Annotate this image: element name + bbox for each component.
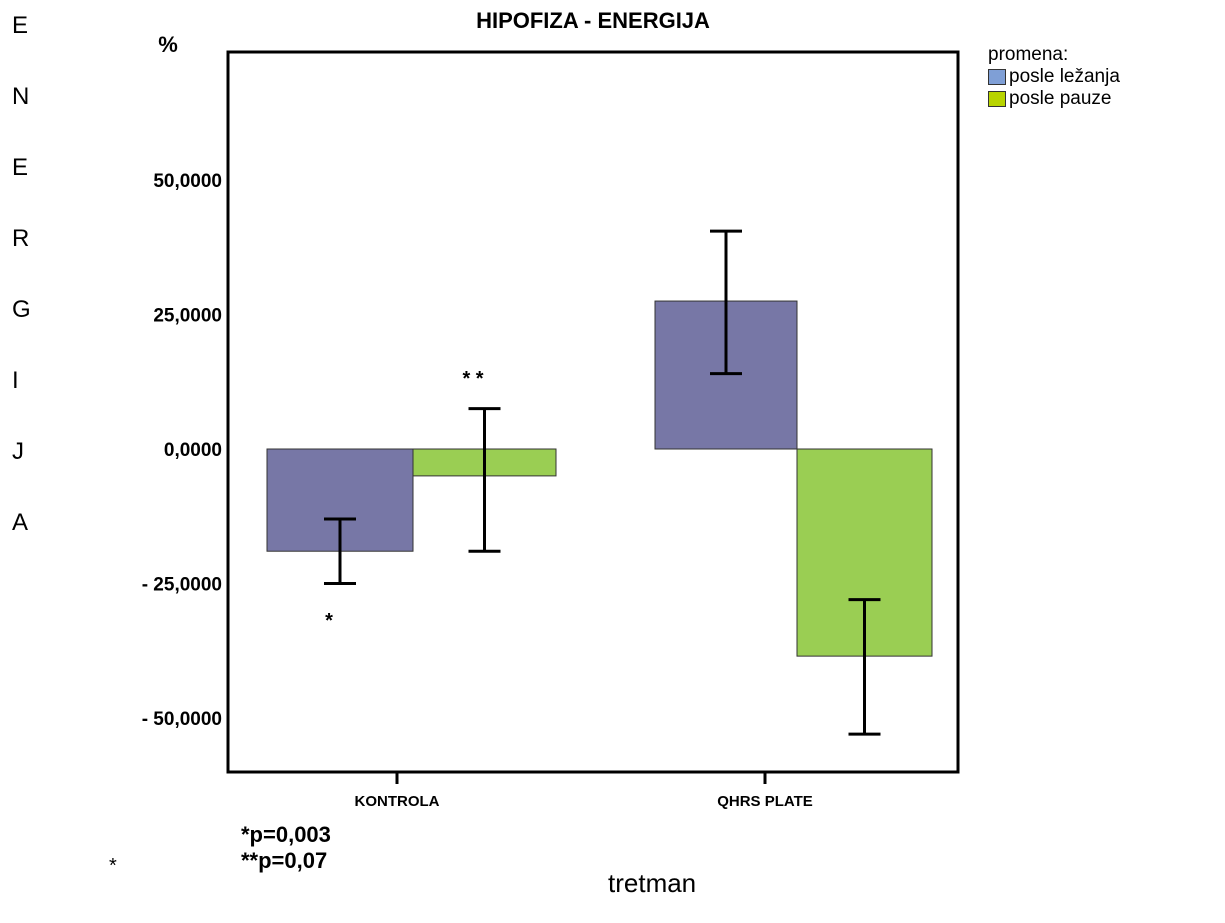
chart-title: HIPOFIZA - ENERGIJA — [476, 8, 710, 33]
y-tick-label: 0,0000 — [164, 440, 222, 461]
star-annotation: * — [109, 855, 117, 877]
y-axis-title-letter: J — [12, 438, 24, 465]
y-tick-label: 50,0000 — [153, 171, 222, 192]
y-axis-title-letter: I — [12, 367, 19, 394]
x-tick-label: QHRS PLATE — [717, 793, 813, 810]
y-axis-title-letter: A — [12, 509, 29, 536]
legend-swatch — [988, 91, 1006, 107]
y-axis-title-letter: N — [12, 83, 30, 110]
x-axis-title: tretman — [608, 868, 697, 898]
legend-label: posle ležanja — [1009, 66, 1120, 87]
y-unit-label: % — [158, 32, 178, 57]
legend-item-posle-pauze: posle pauze — [988, 88, 1120, 110]
plot-frame — [226, 50, 960, 774]
y-tick-label: - 50,0000 — [142, 709, 222, 730]
legend-swatch — [988, 69, 1006, 85]
star-annotation: * — [325, 610, 333, 632]
y-axis-title-letter: E — [12, 12, 29, 39]
pvalue-annotation: *p=0,003 — [241, 822, 331, 847]
y-axis-title-letter: G — [12, 296, 31, 323]
y-tick-label: 25,0000 — [153, 306, 222, 327]
y-axis-title-letter: R — [12, 225, 30, 252]
y-tick-label: - 25,0000 — [142, 575, 222, 596]
legend-title: promena: — [988, 44, 1069, 65]
star-annotation: * * — [462, 368, 483, 390]
plot-area: 50,0000 25,0000 0,0000 - 25,0000 - 50,0000 KO… — [142, 50, 960, 810]
x-tick-label: KONTROLA — [355, 793, 440, 810]
y-axis-title-letter: E — [12, 154, 29, 181]
legend: promena: posle ležanja posle pauze — [988, 44, 1120, 110]
pvalue-annotation: **p=0,07 — [241, 848, 328, 873]
legend-item-posle-lezanja: posle ležanja — [988, 66, 1120, 88]
legend-label: posle pauze — [1009, 88, 1112, 109]
